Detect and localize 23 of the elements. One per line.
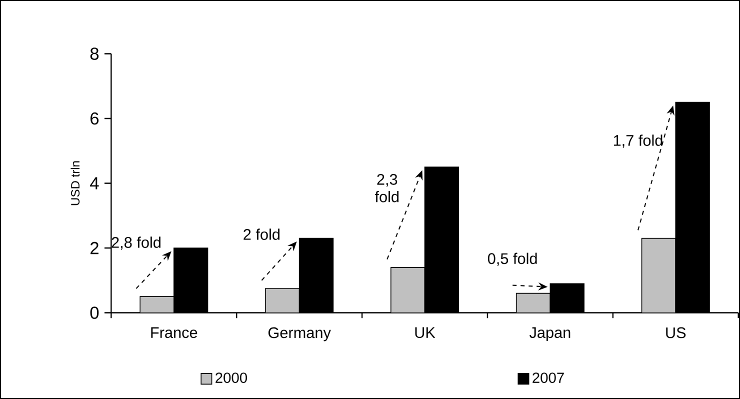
y-tick-label: 4 bbox=[90, 177, 99, 190]
bar bbox=[516, 292, 551, 313]
annotation: 2 fold bbox=[244, 228, 280, 240]
bar bbox=[140, 296, 174, 313]
bar bbox=[390, 267, 426, 313]
bar bbox=[265, 288, 300, 313]
y-tick-label: 8 bbox=[90, 48, 99, 60]
y-axis-title: USD trln bbox=[70, 161, 80, 206]
y-tick-label: 0 bbox=[90, 306, 99, 319]
annotation: 2,3 fold bbox=[374, 174, 399, 202]
bar bbox=[641, 238, 676, 313]
x-tick-label: Japan bbox=[529, 327, 570, 342]
y-tick-label: 6 bbox=[90, 112, 99, 125]
legend-label: 2000 bbox=[216, 372, 247, 383]
x-tick-label: US bbox=[666, 327, 686, 338]
x-tick-label: Germany bbox=[268, 327, 331, 342]
annotation: 1,7 fold bbox=[614, 134, 662, 148]
y-tick-label: 2 bbox=[90, 242, 98, 254]
legend-label: 2007 bbox=[532, 372, 564, 383]
annotation: 2,8 fold bbox=[112, 236, 160, 250]
x-tick-label: UK bbox=[415, 327, 436, 338]
x-tick-label: France bbox=[151, 327, 198, 338]
annotation: 0,5 fold bbox=[488, 252, 537, 266]
